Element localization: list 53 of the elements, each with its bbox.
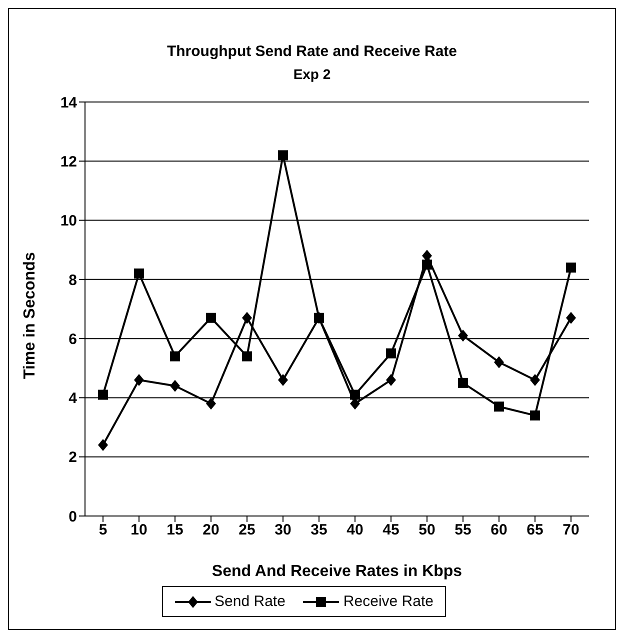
chart-title: Throughput Send Rate and Receive Rate [166, 42, 458, 60]
x-tick-label: 55 [454, 522, 472, 539]
x-tick-label: 25 [238, 522, 256, 539]
x-tick-label: 35 [310, 522, 328, 539]
x-tick-label: 50 [418, 522, 436, 539]
point [458, 330, 468, 342]
y-tick-label: 0 [68, 508, 77, 526]
point [206, 398, 216, 410]
x-tick-label: 20 [202, 522, 220, 539]
y-tick-label: 8 [68, 272, 77, 289]
point [566, 312, 576, 324]
point [242, 312, 252, 324]
y-tick-label: 6 [68, 330, 77, 348]
legend-label: Send Rate [214, 593, 286, 610]
point [206, 312, 216, 323]
point [386, 348, 396, 358]
chart-subtitle: Exp 2 [292, 65, 332, 82]
legend-label: Receive Rate [342, 593, 434, 610]
point [98, 390, 108, 400]
point [494, 356, 504, 368]
point [242, 351, 252, 362]
point [278, 150, 288, 160]
x-tick-label: 15 [166, 522, 184, 539]
x-axis-title: Send And Receive Rates in Kbps [212, 563, 462, 580]
x-tick-label: 5 [98, 522, 108, 539]
x-tick-label: 30 [274, 522, 292, 539]
point [278, 374, 288, 386]
point [170, 380, 180, 392]
y-tick-label: 12 [60, 153, 77, 170]
point [386, 374, 396, 386]
point [170, 351, 180, 362]
point [134, 374, 144, 386]
point [350, 390, 360, 400]
point [494, 402, 504, 412]
point [422, 260, 432, 270]
point [98, 439, 108, 452]
x-tick-label: 10 [130, 522, 148, 539]
y-axis-title: Time in Seconds [22, 252, 39, 379]
point [566, 262, 576, 273]
y-tick-label: 10 [60, 212, 77, 230]
point [530, 374, 540, 386]
point [458, 378, 468, 388]
x-tick-label: 65 [526, 522, 544, 539]
x-tick-label: 45 [382, 522, 400, 539]
x-tick-label: 40 [346, 522, 364, 539]
x-tick-label: 60 [490, 522, 508, 539]
y-tick-label: 2 [68, 449, 77, 466]
x-tick-label: 70 [562, 522, 580, 539]
y-tick-label: 4 [68, 390, 78, 408]
point [530, 410, 540, 420]
y-tick-label: 14 [60, 94, 78, 112]
point [314, 312, 324, 323]
point [134, 268, 144, 279]
